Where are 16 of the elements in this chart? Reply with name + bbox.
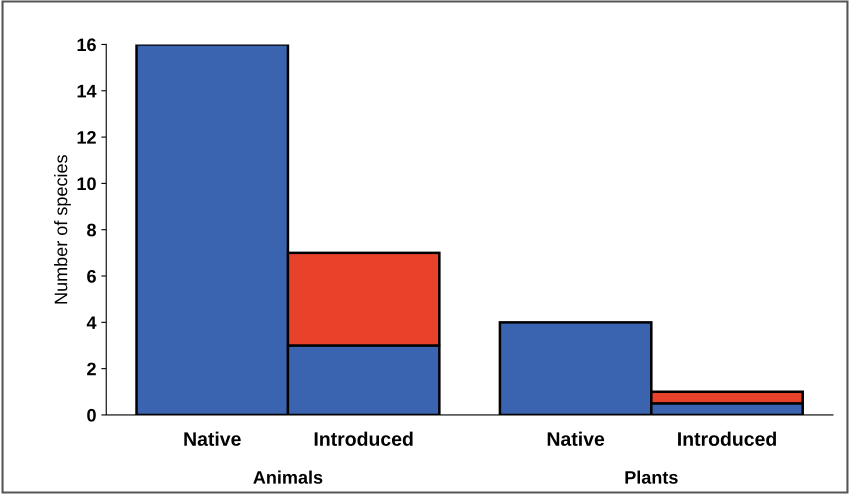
x-tick-label: Introduced <box>678 432 776 446</box>
y-tick-label: 4 <box>86 316 96 329</box>
y-tick-label: 2 <box>87 362 96 376</box>
y-tick-label: 6 <box>87 270 96 283</box>
x-tick-label: Native <box>184 432 241 446</box>
text: Plants <box>625 470 678 484</box>
y-tick-label: 16 <box>78 38 96 52</box>
x-tick-label: Native <box>548 432 604 446</box>
y-tick-label: 0 <box>87 408 96 422</box>
y-tick-label: 14 <box>78 84 96 98</box>
y-tick-label: 8 <box>87 224 96 236</box>
x-tick-label: Introduced <box>314 432 413 446</box>
y-axis-title: Number of species <box>54 155 71 304</box>
y-tick-label: 10 <box>78 177 96 190</box>
y-tick-label: 12 <box>78 131 96 144</box>
text: Animals <box>253 470 322 484</box>
